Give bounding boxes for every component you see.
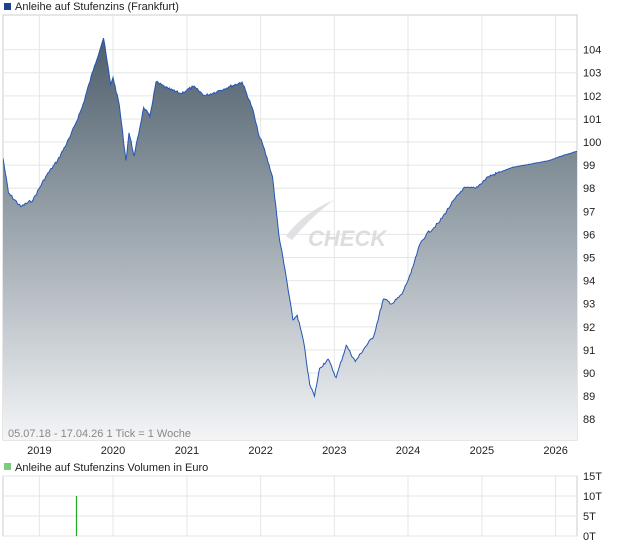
volume-tick-label-10T: 10T xyxy=(583,491,602,503)
date-range-info: 05.07.18 - 17.04.26 1 Tick = 1 Woche xyxy=(8,428,191,440)
y-tick-label-89: 89 xyxy=(583,391,595,403)
y-tick-label-95: 95 xyxy=(583,253,595,265)
volume-chart-title: Anleihe auf Stufenzins Volumen in Euro xyxy=(15,462,208,474)
volume-tick-label-5T: 5T xyxy=(583,511,596,523)
x-tick-label-2026: 2026 xyxy=(543,445,567,457)
price-line xyxy=(3,37,577,399)
x-tick-label-2022: 2022 xyxy=(248,445,272,457)
y-tick-label-93: 93 xyxy=(583,299,595,311)
y-tick-label-92: 92 xyxy=(583,322,595,334)
main-plot-area: CHECK 05.07.18 - 17.04.26 1 Tick = 1 Woc… xyxy=(2,14,578,441)
volume-bar-0 xyxy=(75,496,78,536)
volume-plot-area xyxy=(2,475,578,537)
watermark-text: CHECK xyxy=(308,226,388,251)
y-tick-label-102: 102 xyxy=(583,91,601,103)
x-tick-label-2020: 2020 xyxy=(101,445,125,457)
volume-bars xyxy=(75,496,78,536)
x-tick-label-2023: 2023 xyxy=(322,445,346,457)
volume-tick-label-15T: 15T xyxy=(583,471,602,483)
volume-plot-frame xyxy=(2,475,578,537)
y-tick-label-94: 94 xyxy=(583,276,595,288)
volume-y-axis: 0T 5T 10T 15T xyxy=(583,471,602,543)
watermark: CHECK xyxy=(286,200,388,251)
y-tick-label-101: 101 xyxy=(583,114,601,126)
y-tick-label-99: 99 xyxy=(583,160,595,172)
main-legend-swatch xyxy=(4,3,11,10)
main-y-axis: 88 89 90 91 92 93 94 95 96 97 98 99 100 101 102 103 104 xyxy=(583,45,601,427)
watermark-swoosh xyxy=(286,200,334,240)
main-chart-title: Anleihe auf Stufenzins (Frankfurt) xyxy=(15,1,179,13)
x-axis: 2019 2020 2021 2022 2023 2024 2025 2026 xyxy=(27,445,568,457)
volume-legend-swatch xyxy=(4,463,11,470)
x-tick-label-2024: 2024 xyxy=(396,445,420,457)
y-tick-label-91: 91 xyxy=(583,345,595,357)
y-tick-label-98: 98 xyxy=(583,183,595,195)
y-tick-label-90: 90 xyxy=(583,368,595,380)
price-area-fill xyxy=(3,38,577,440)
volume-gridlines xyxy=(3,475,577,537)
y-tick-label-103: 103 xyxy=(583,68,601,80)
x-tick-label-2021: 2021 xyxy=(175,445,199,457)
y-tick-label-88: 88 xyxy=(583,414,595,426)
y-tick-label-100: 100 xyxy=(583,137,601,149)
x-tick-label-2025: 2025 xyxy=(470,445,494,457)
y-tick-label-104: 104 xyxy=(583,45,601,57)
volume-tick-label-0T: 0T xyxy=(583,531,596,543)
y-tick-label-97: 97 xyxy=(583,206,595,218)
x-tick-label-2019: 2019 xyxy=(27,445,51,457)
y-tick-label-96: 96 xyxy=(583,229,595,241)
